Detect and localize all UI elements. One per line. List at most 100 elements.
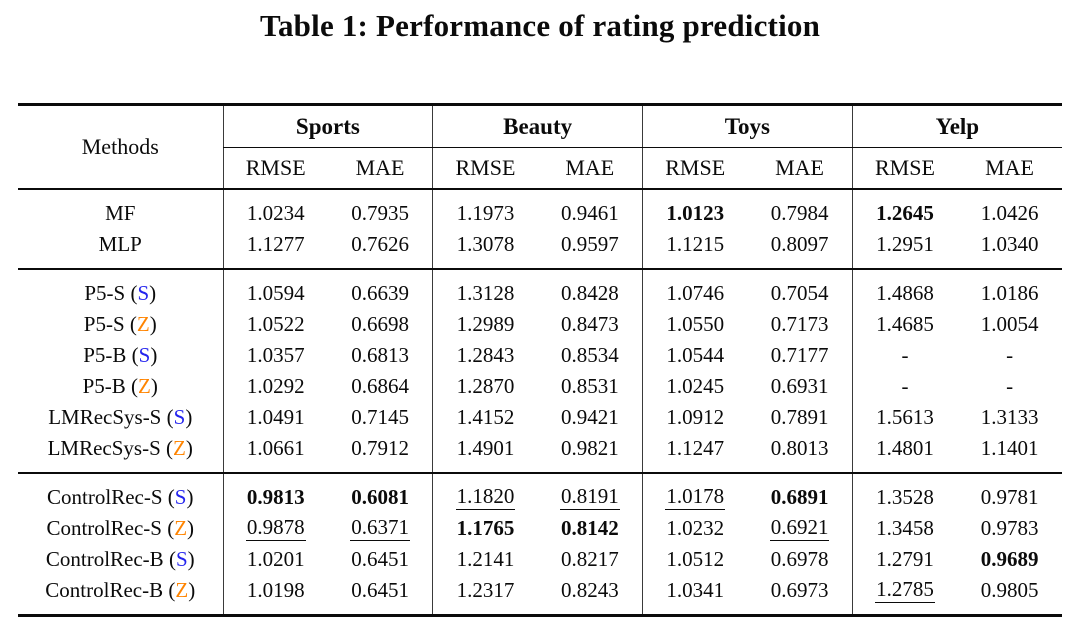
table-section: ControlRec-S (S) 0.9813 0.6081 1.1820 0.8191… [18,472,1062,615]
value-cell: 1.0746 [642,268,748,309]
table-row: P5-B (Z) 1.0292 0.6864 1.2870 0.8531 1.0245 0.… [18,370,1062,402]
method-cell: ControlRec-B (Z) [45,577,196,602]
group-header-sports: Sports [222,104,433,148]
value-cell: 0.9821 [560,435,619,460]
table-row: P5-S (Z) 1.0522 0.6698 1.2989 0.8473 1.0550 0.… [18,308,1062,340]
value-cell: 0.9689 [980,546,1039,571]
value-cell: 0.7935 [351,200,409,225]
metric-header-rmse: RMSE [642,147,748,190]
value-cell: 0.7173 [770,311,829,336]
value-cell: 0.9597 [560,231,619,256]
value-cell: 0.9813 [222,472,328,513]
metric-header-row: RMSE MAE RMSE MAE RMSE MAE RMSE MAE [18,147,1062,190]
value-cell: 1.1247 [642,432,748,473]
variant-label: Z [174,515,188,540]
value-cell: 0.7054 [770,280,829,305]
value-cell: 0.6891 [770,484,829,509]
value-cell: 1.2785 [851,574,958,615]
table-row: ControlRec-B (S) 1.0201 0.6451 1.2141 0.8217… [18,543,1062,575]
value-cell: 0.7891 [770,404,829,429]
table-row: MF 1.0234 0.7935 1.1973 0.9461 1.0123 0.7984 1.… [18,188,1062,229]
table-row: ControlRec-B (Z) 1.0198 0.6451 1.2317 0.8243… [18,574,1062,615]
variant-label: S [138,342,151,367]
value-cell: - [851,339,958,371]
method-cell: MF [105,200,136,225]
value-cell: 1.0357 [222,339,328,371]
value-cell: 1.0054 [980,311,1039,336]
value-cell: - [851,370,958,402]
value-cell: 1.0340 [980,231,1039,256]
variant-label: Z [173,435,186,460]
table-row: ControlRec-S (Z) 0.9878 0.6371 1.1765 0.8142… [18,512,1062,544]
table-row: P5-S (S) 1.0594 0.6639 1.3128 0.8428 1.0746 0.… [18,268,1062,309]
table-row: ControlRec-S (S) 0.9813 0.6081 1.1820 0.8191… [18,472,1062,513]
table-caption: Table 1: Performance of rating predictio… [259,8,821,43]
value-cell: 0.6698 [351,311,409,336]
value-cell: 1.4868 [851,268,958,309]
value-cell: 0.8142 [560,515,619,540]
value-cell: 0.9878 [222,512,328,544]
value-cell: 1.0594 [222,268,328,309]
value-cell: 0.6973 [770,577,829,602]
method-cell: ControlRec-S (Z) [46,515,195,540]
value-cell: 1.0178 [642,472,748,513]
value-cell: 1.0661 [222,432,328,473]
value-cell: 1.3078 [432,228,538,269]
value-cell: 1.0512 [642,543,748,575]
value-cell: 1.2843 [432,339,538,371]
value-cell: 0.6921 [769,515,830,541]
value-cell: 0.7177 [770,342,829,367]
variant-label: S [174,484,187,509]
table-header: Methods Sports Beauty Toys Yelp RMSE MAE… [18,104,1062,190]
metric-header-mae: MAE [747,147,853,190]
value-cell: 0.9783 [980,515,1039,540]
variant-label: Z [138,373,151,398]
value-cell: 1.0245 [642,370,748,402]
value-cell: 0.6931 [770,373,829,398]
method-cell: MLP [98,231,142,256]
value-cell: 1.5613 [851,401,958,433]
value-cell: 1.0550 [642,308,748,340]
value-cell: 1.2645 [851,188,958,229]
metric-header-rmse: RMSE [432,147,538,190]
method-cell: LMRecSys-S (Z) [47,435,193,460]
value-cell: 1.1277 [222,228,328,269]
value-cell: 0.6864 [351,373,409,398]
metric-header-mae: MAE [537,147,643,190]
value-cell: 1.4685 [851,308,958,340]
value-cell: 0.7912 [351,435,409,460]
value-cell: 1.0232 [642,512,748,544]
value-cell: 0.8217 [560,546,619,571]
method-cell: P5-B (Z) [82,373,158,398]
variant-label: S [175,546,188,571]
value-cell: 1.2317 [432,574,538,615]
value-cell: 1.4801 [851,432,958,473]
value-cell: 0.6371 [350,515,410,541]
value-cell: 0.7145 [351,404,409,429]
value-cell: 1.1973 [432,188,538,229]
value-cell: 1.2870 [432,370,538,402]
group-header-beauty: Beauty [432,104,643,148]
method-cell: P5-B (S) [83,342,158,367]
value-cell: - [1006,373,1014,398]
value-cell: 1.2141 [432,543,538,575]
value-cell: 0.8097 [770,231,829,256]
value-cell: 1.2951 [851,228,958,269]
value-cell: 1.0186 [980,280,1039,305]
value-cell: 0.6639 [351,280,409,305]
value-cell: 1.1820 [432,472,538,513]
metric-header-rmse: RMSE [851,147,958,190]
value-cell: - [1006,342,1014,367]
value-cell: 1.2989 [432,308,538,340]
methods-header: Methods [18,104,223,190]
value-cell: 0.8013 [770,435,829,460]
value-cell: 1.1765 [432,512,538,544]
value-cell: 1.4152 [432,401,538,433]
value-cell: 0.8243 [560,577,619,602]
table-row: P5-B (S) 1.0357 0.6813 1.2843 0.8534 1.0544 0.… [18,339,1062,371]
value-cell: 0.8428 [560,280,619,305]
value-cell: 1.2791 [851,543,958,575]
value-cell: 1.0522 [222,308,328,340]
value-cell: 0.8473 [560,311,619,336]
